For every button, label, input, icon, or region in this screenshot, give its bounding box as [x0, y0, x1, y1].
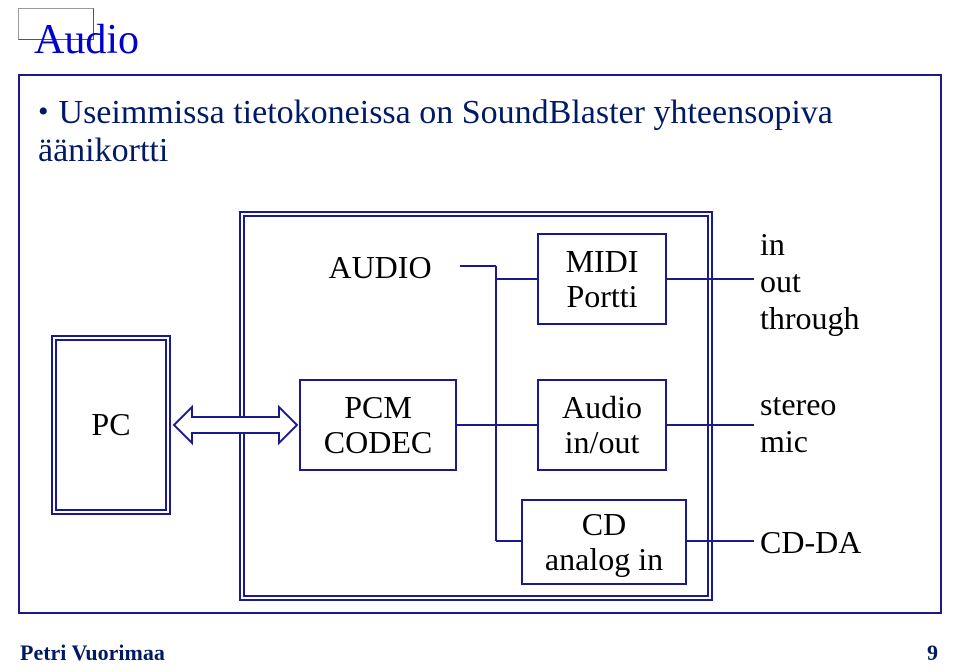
cd-side-label: CD-DA: [760, 524, 861, 561]
pcm-codec-label: PCMCODEC: [300, 380, 456, 470]
midi-port-label: MIDIPortti: [538, 234, 666, 324]
cd-analog-label: CDanalog in: [522, 500, 686, 584]
footer-author: Petri Vuorimaa: [20, 640, 165, 666]
midi-side-label: inoutthrough: [760, 226, 860, 336]
audio-io-label: Audioin/out: [538, 380, 666, 470]
audio-label: AUDIO: [300, 248, 460, 288]
pc-label: PC: [52, 336, 170, 514]
footer-page: 9: [927, 640, 938, 666]
audio-side-label: stereomic: [760, 386, 836, 460]
